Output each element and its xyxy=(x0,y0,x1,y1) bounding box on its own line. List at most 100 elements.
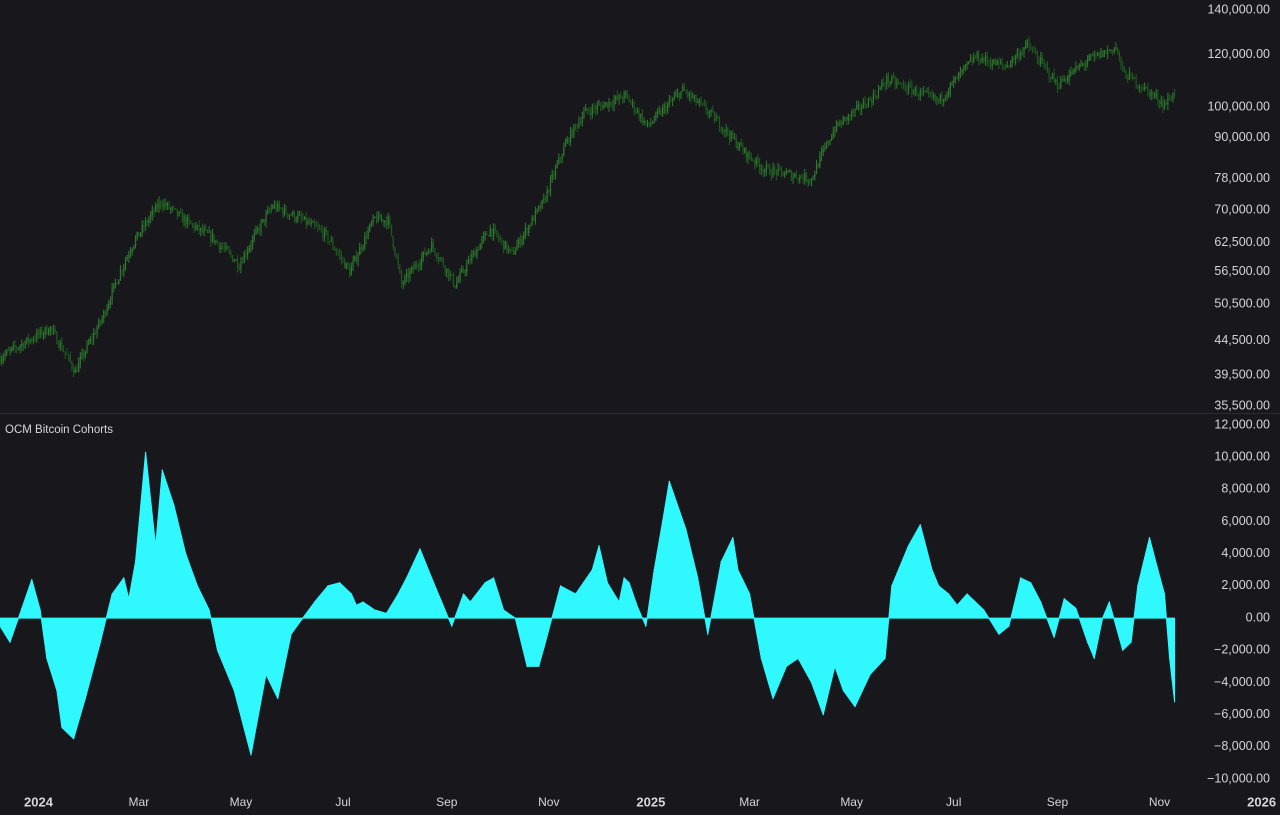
oscillator-point xyxy=(526,665,528,667)
price-candle xyxy=(847,113,849,125)
price-candle xyxy=(571,127,573,139)
price-candle xyxy=(856,100,858,110)
price-candle xyxy=(951,80,953,87)
price-candle xyxy=(949,82,951,98)
price-candle xyxy=(318,224,321,231)
price-candle xyxy=(774,164,776,175)
price-candle xyxy=(710,108,712,117)
oscillator-point xyxy=(869,673,871,676)
price-candle xyxy=(208,226,210,234)
price-candle xyxy=(389,215,391,229)
price-candle xyxy=(411,266,413,274)
price-candle xyxy=(1071,68,1074,76)
price-candle xyxy=(392,235,394,251)
price-candle xyxy=(64,351,66,359)
price-candle xyxy=(688,91,690,102)
price-candle xyxy=(136,231,138,241)
price-candle xyxy=(546,186,548,203)
price-candle xyxy=(1065,77,1067,85)
price-candle xyxy=(452,272,455,288)
price-candle xyxy=(645,120,647,126)
price-candle xyxy=(496,230,498,238)
price-candle xyxy=(121,269,123,276)
price-candle xyxy=(1080,59,1082,68)
price-candle xyxy=(894,75,896,90)
price-candle xyxy=(166,201,168,211)
oscillator-point xyxy=(1108,601,1110,603)
price-candle xyxy=(211,228,214,244)
oscillator-point xyxy=(216,649,219,651)
price-candle xyxy=(730,130,732,142)
price-candle xyxy=(661,104,664,117)
price-candle xyxy=(484,230,486,241)
pane-divider[interactable] xyxy=(0,413,1280,414)
oscillator-point xyxy=(948,593,950,595)
price-candle xyxy=(767,163,769,169)
price-candle xyxy=(809,178,811,186)
price-candle xyxy=(267,205,269,215)
price-candle xyxy=(533,215,535,222)
price-candle xyxy=(832,126,834,140)
price-candle xyxy=(963,64,965,75)
price-candle xyxy=(365,230,368,245)
price-candle xyxy=(874,89,876,99)
price-candle xyxy=(76,364,78,373)
price-candle xyxy=(1013,55,1015,64)
price-candle xyxy=(605,101,607,107)
price-candle xyxy=(929,91,931,98)
price-candle xyxy=(36,328,38,343)
price-candle xyxy=(665,100,667,116)
price-candle xyxy=(173,206,175,210)
price-candle xyxy=(139,232,142,238)
price-candle xyxy=(780,166,782,178)
price-candle xyxy=(1006,60,1008,68)
price-candle xyxy=(32,336,35,345)
oscillator-tick-label: 2,000.00 xyxy=(1221,578,1270,592)
price-candle xyxy=(230,249,232,259)
price-candle xyxy=(436,252,438,262)
price-tick-label: 39,500.00 xyxy=(1214,367,1270,381)
price-candle xyxy=(1113,47,1115,55)
price-candle xyxy=(349,263,351,278)
price-candle xyxy=(591,103,593,119)
oscillator-point xyxy=(99,641,101,643)
price-candle xyxy=(1150,88,1152,101)
price-candle xyxy=(936,96,938,106)
price-candle xyxy=(891,74,893,85)
price-candle xyxy=(789,168,791,173)
price-candle xyxy=(1163,99,1166,110)
price-candle xyxy=(1011,55,1013,68)
price-candle xyxy=(668,94,670,108)
price-candle xyxy=(881,79,883,90)
price-candle xyxy=(745,146,747,163)
price-candle xyxy=(678,92,680,102)
price-candle xyxy=(610,101,612,108)
price-candle xyxy=(334,246,336,251)
price-candle xyxy=(934,93,936,104)
price-candle xyxy=(1157,89,1159,107)
price-candle xyxy=(1033,45,1035,53)
oscillator-point xyxy=(350,593,352,595)
price-candle xyxy=(1152,90,1154,101)
oscillator-point xyxy=(185,553,187,555)
price-candle xyxy=(705,100,707,115)
price-candle xyxy=(765,160,767,176)
price-candle xyxy=(713,111,716,124)
price-candle xyxy=(1035,47,1037,55)
price-candle xyxy=(1143,82,1146,92)
price-candle xyxy=(332,237,334,251)
price-candle xyxy=(89,336,91,344)
price-candle xyxy=(648,122,650,128)
price-candle xyxy=(800,174,803,179)
price-candle xyxy=(523,231,525,245)
oscillator-point xyxy=(598,545,600,547)
price-candle xyxy=(690,89,692,104)
price-candle xyxy=(268,207,270,213)
oscillator-point xyxy=(628,582,630,584)
price-candle xyxy=(839,119,841,127)
price-candle xyxy=(242,256,244,265)
price-candle xyxy=(658,105,660,115)
price-candle xyxy=(536,208,538,215)
price-candle xyxy=(2,352,4,364)
